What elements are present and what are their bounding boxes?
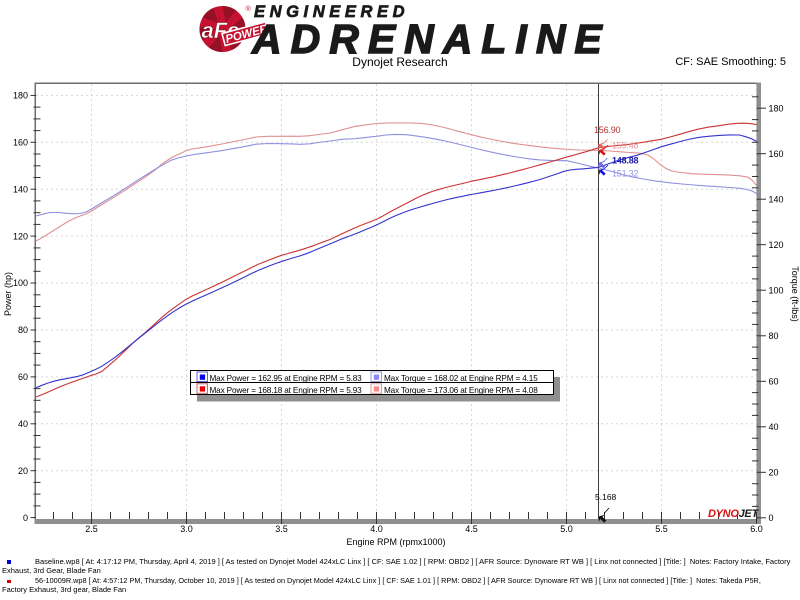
svg-text:120: 120 (769, 240, 784, 250)
svg-text:4.0: 4.0 (370, 524, 383, 534)
svg-text:20: 20 (769, 468, 779, 478)
svg-text:180: 180 (13, 91, 28, 101)
svg-text:®: ® (246, 5, 252, 13)
svg-text:80: 80 (18, 325, 28, 335)
svg-text:ENGINEERED: ENGINEERED (254, 3, 409, 21)
svg-text:Max Power = 168.18 at Engine R: Max Power = 168.18 at Engine RPM = 5.93 (210, 386, 363, 395)
svg-text:6.0: 6.0 (750, 524, 763, 534)
svg-text:Max Torque = 173.06 at Engine: Max Torque = 173.06 at Engine RPM = 4.08 (384, 386, 538, 395)
svg-text:180: 180 (769, 103, 784, 113)
svg-text:160: 160 (13, 138, 28, 148)
svg-text:140: 140 (13, 184, 28, 194)
svg-text:Max Power = 162.95 at Engine R: Max Power = 162.95 at Engine RPM = 5.83 (210, 374, 363, 383)
svg-text:40: 40 (18, 419, 28, 429)
svg-text:148.88: 148.88 (612, 156, 639, 166)
svg-text:0: 0 (23, 513, 28, 523)
svg-text:5.5: 5.5 (655, 524, 668, 534)
svg-text:0: 0 (769, 513, 774, 523)
svg-text:80: 80 (769, 331, 779, 341)
svg-text:100: 100 (13, 278, 28, 288)
svg-text:159.48: 159.48 (612, 141, 639, 151)
svg-text:140: 140 (769, 194, 784, 204)
svg-text:Power (hp): Power (hp) (3, 272, 13, 316)
svg-text:2.5: 2.5 (85, 524, 98, 534)
svg-text:4.5: 4.5 (465, 524, 478, 534)
svg-text:60: 60 (18, 372, 28, 382)
svg-text:Engine RPM (rpmx1000): Engine RPM (rpmx1000) (346, 537, 445, 547)
svg-text:3.5: 3.5 (275, 524, 288, 534)
svg-text:156.90: 156.90 (594, 125, 621, 135)
svg-text:Torque (ft-lbs): Torque (ft-lbs) (790, 266, 800, 322)
svg-text:151.32: 151.32 (612, 169, 639, 179)
svg-text:100: 100 (769, 285, 784, 295)
svg-text:Max Torque = 168.02 at Engine: Max Torque = 168.02 at Engine RPM = 4.15 (384, 374, 538, 383)
svg-text:DYNOJET: DYNOJET (708, 508, 759, 520)
svg-text:160: 160 (769, 149, 784, 159)
svg-text:40: 40 (769, 422, 779, 432)
svg-text:ADRENALINE: ADRENALINE (251, 16, 611, 60)
svg-text:3.0: 3.0 (180, 524, 193, 534)
svg-text:5.0: 5.0 (560, 524, 573, 534)
svg-text:20: 20 (18, 466, 28, 476)
svg-text:120: 120 (13, 231, 28, 241)
svg-text:5.168: 5.168 (595, 492, 617, 502)
svg-text:60: 60 (769, 377, 779, 387)
